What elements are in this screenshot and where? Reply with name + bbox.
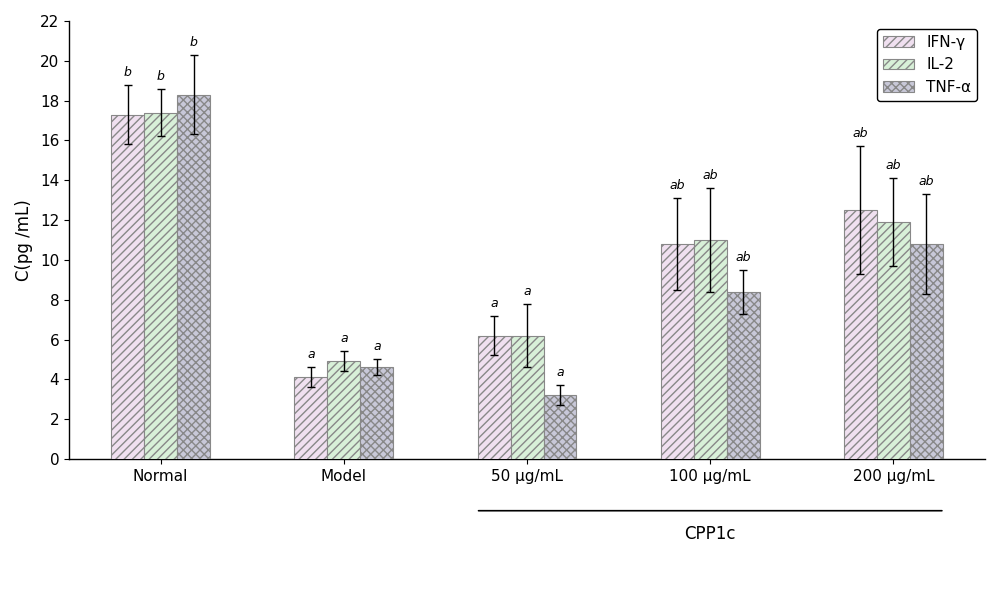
Text: b: b: [190, 36, 198, 49]
Bar: [727, 292, 760, 459]
Text: ab: ab: [886, 159, 901, 172]
Bar: [360, 367, 393, 459]
Bar: [478, 336, 511, 459]
Text: b: b: [124, 66, 132, 79]
Text: b: b: [157, 69, 165, 83]
Text: ab: ab: [919, 175, 934, 188]
Bar: [877, 222, 910, 459]
Bar: [661, 244, 694, 459]
Bar: [111, 115, 144, 459]
Bar: [544, 395, 576, 459]
Legend: IFN-γ, IL-2, TNF-α: IFN-γ, IL-2, TNF-α: [877, 28, 977, 101]
Text: CPP1c: CPP1c: [684, 525, 736, 542]
Text: a: a: [523, 284, 531, 298]
Text: ab: ab: [735, 251, 751, 264]
Bar: [327, 361, 360, 459]
Bar: [177, 95, 210, 459]
Text: a: a: [556, 367, 564, 379]
Bar: [910, 244, 943, 459]
Bar: [511, 336, 544, 459]
Bar: [144, 112, 177, 459]
Bar: [844, 210, 877, 459]
Text: a: a: [340, 332, 348, 345]
Text: a: a: [307, 349, 315, 361]
Text: a: a: [373, 341, 381, 353]
Bar: [294, 378, 327, 459]
Text: ab: ab: [669, 179, 685, 192]
Text: a: a: [490, 297, 498, 310]
Text: ab: ab: [853, 127, 868, 141]
Y-axis label: C(pg /mL): C(pg /mL): [15, 199, 33, 281]
Text: ab: ab: [702, 169, 718, 182]
Bar: [694, 240, 727, 459]
